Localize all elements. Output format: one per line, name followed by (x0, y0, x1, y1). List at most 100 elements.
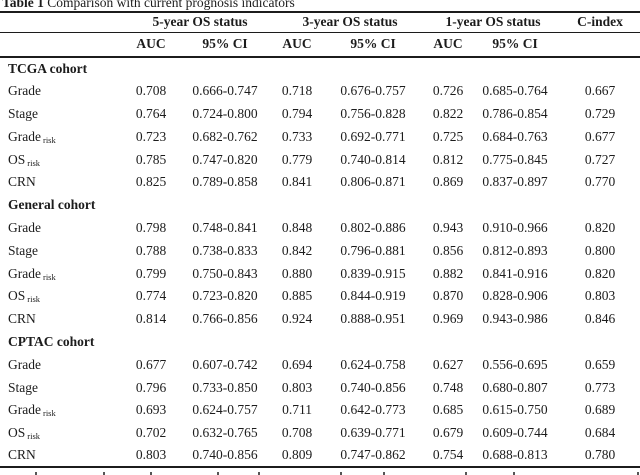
ci-5y-value: 0.738-0.833 (192, 242, 258, 258)
ci-1y-value: 0.688-0.813 (482, 447, 548, 463)
row-label: OS risk (8, 151, 41, 168)
ci-1y-value: 0.684-0.763 (482, 128, 548, 144)
c-index-value: 0.770 (584, 174, 616, 190)
auc-5y-value: 0.764 (135, 105, 167, 121)
clipped-cell-border (35, 472, 37, 475)
ci-1y-value: 0.556-0.695 (482, 356, 548, 372)
auc-5y-value: 0.788 (135, 242, 167, 258)
row-label-subscript: risk (27, 294, 41, 305)
auc-5y-value: 0.796 (135, 379, 167, 395)
ci-1y-value: 0.775-0.845 (482, 151, 548, 167)
ci-1y-value: 0.841-0.916 (482, 265, 548, 281)
auc-1y-value: 0.812 (432, 151, 464, 167)
table-row: Stage 0.788 0.738-0.833 0.842 0.796-0.881 0.8… (0, 239, 640, 262)
section-name: TCGA cohort (8, 60, 88, 76)
auc-3y-value: 0.708 (281, 425, 313, 441)
ci-5y-value: 0.632-0.765 (192, 425, 258, 441)
ci-5y-value: 0.682-0.762 (192, 128, 258, 144)
ci-5y-value: 0.750-0.843 (192, 265, 258, 281)
clipped-cell-border (513, 472, 515, 475)
ci-5y-value: 0.723-0.820 (192, 288, 258, 304)
row-label: Grade risk (8, 128, 56, 145)
c-index-value: 0.820 (584, 265, 616, 281)
ci-3y-value: 0.888-0.951 (340, 311, 406, 327)
auc-3y-value: 0.711 (282, 402, 312, 418)
ci-3y-value: 0.802-0.886 (340, 219, 406, 235)
table-row: Grade 0.798 0.748-0.841 0.848 0.802-0.886 0.9… (0, 217, 640, 240)
c-index-value: 0.689 (584, 402, 616, 418)
auc-3y-value: 0.880 (281, 265, 313, 281)
ci-5y-value: 0.789-0.858 (192, 174, 258, 190)
row-label: OS risk (8, 288, 41, 305)
auc-5y-value: 0.825 (135, 174, 167, 190)
ci-1y-value: 0.943-0.986 (482, 311, 548, 327)
table-row: CRN 0.803 0.740-0.856 0.809 0.747-0.862 0.754… (0, 445, 640, 468)
c-index-value: 0.820 (584, 219, 616, 235)
auc-1y-value: 0.748 (432, 379, 464, 395)
auc-5y-value: 0.702 (135, 425, 167, 441)
auc-3y-value: 0.848 (281, 219, 313, 235)
c-index-value: 0.846 (584, 311, 616, 327)
c-index-value: 0.800 (584, 242, 616, 258)
ci-3y-value: 0.740-0.856 (340, 379, 406, 395)
ci-3y-value: 0.839-0.915 (340, 265, 406, 281)
group-header-3y: 3-year OS status (302, 14, 398, 30)
row-label: Grade (8, 219, 41, 235)
auc-5y-value: 0.814 (135, 311, 167, 327)
auc-3y-value: 0.809 (281, 447, 313, 463)
row-label: Stage (8, 105, 38, 121)
c-index-value: 0.803 (584, 288, 616, 304)
clipped-cell-border (340, 472, 342, 475)
ci-5y-value: 0.766-0.856 (192, 311, 258, 327)
table-row: Stage 0.796 0.733-0.850 0.803 0.740-0.856 0.7… (0, 376, 640, 399)
auc-3y-value: 0.694 (281, 356, 313, 372)
ci-1y-value: 0.615-0.750 (482, 402, 548, 418)
c-index-value: 0.773 (584, 379, 616, 395)
ci-1y-value: 0.837-0.897 (482, 174, 548, 190)
table-body: TCGA cohort Grade 0.708 0.666-0.747 0.718 0.6… (0, 57, 640, 468)
row-label: CRN (8, 311, 36, 327)
ci-3y-value: 0.639-0.771 (340, 425, 406, 441)
auc-1y-value: 0.856 (432, 242, 464, 258)
row-label-subscript: risk (42, 134, 56, 145)
clipped-cell-border (637, 472, 639, 475)
table-row: OS risk 0.774 0.723-0.820 0.885 0.844-0.919 0.… (0, 285, 640, 308)
row-label: CRN (8, 447, 36, 463)
clipped-cell-border (465, 472, 467, 475)
empty-corner-cell (0, 32, 126, 57)
prognosis-comparison-table: 5-year OS status 3-year OS status 1-year… (0, 11, 640, 468)
auc-1y-value: 0.754 (432, 447, 464, 463)
clipped-cell-border (150, 472, 152, 475)
row-label: Grade (8, 83, 41, 99)
row-label-subscript: risk (42, 271, 56, 282)
auc-3y-value: 0.733 (281, 128, 313, 144)
ci-3y-value: 0.624-0.758 (340, 356, 406, 372)
section-name: CPTAC cohort (8, 333, 95, 349)
ci-5y-value: 0.724-0.800 (192, 105, 258, 121)
column-header-c-index: C-index (577, 14, 623, 30)
c-index-value: 0.727 (584, 151, 616, 167)
column-header-ci-3y: 95% CI (350, 36, 396, 52)
auc-1y-value: 0.726 (432, 83, 464, 99)
auc-1y-value: 0.627 (432, 356, 464, 372)
c-index-value: 0.659 (584, 356, 616, 372)
row-label: Stage (8, 242, 38, 258)
ci-5y-value: 0.607-0.742 (192, 356, 258, 372)
auc-1y-value: 0.822 (432, 105, 464, 121)
clipped-cell-border (383, 472, 385, 475)
auc-3y-value: 0.718 (281, 83, 313, 99)
auc-1y-value: 0.679 (432, 425, 464, 441)
table-row: Grade risk 0.693 0.624-0.757 0.711 0.642-0.77… (0, 399, 640, 422)
auc-1y-value: 0.685 (432, 402, 464, 418)
row-label-subscript: risk (42, 408, 56, 419)
auc-5y-value: 0.708 (135, 83, 167, 99)
ci-3y-value: 0.806-0.871 (340, 174, 406, 190)
ci-3y-value: 0.844-0.919 (340, 288, 406, 304)
auc-1y-value: 0.882 (432, 265, 464, 281)
c-index-value: 0.677 (584, 128, 616, 144)
ci-5y-value: 0.747-0.820 (192, 151, 258, 167)
auc-1y-value: 0.870 (432, 288, 464, 304)
table-row: OS risk 0.702 0.632-0.765 0.708 0.639-0.771 0.… (0, 422, 640, 445)
group-header-5y: 5-year OS status (152, 14, 248, 30)
clipped-cell-border (217, 472, 219, 475)
